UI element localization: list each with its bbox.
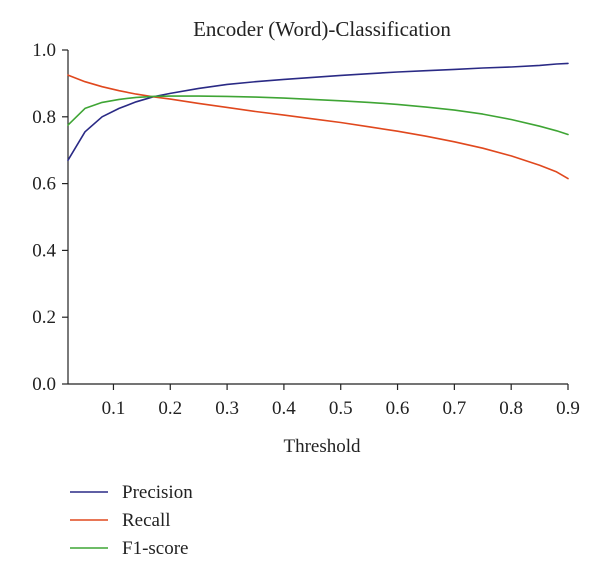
y-tick-label: 0.2 — [32, 307, 56, 328]
y-tick-label: 1.0 — [32, 40, 56, 61]
x-tick-label: 0.9 — [556, 398, 580, 419]
legend-label-precision: Precision — [122, 482, 193, 503]
x-tick-label: 0.3 — [215, 398, 239, 419]
x-tick-label: 0.7 — [442, 398, 466, 419]
x-ticks: 0.1 0.2 0.3 0.4 0.5 0.6 0.7 0.8 0.9 — [102, 384, 580, 419]
legend-label-recall: Recall — [122, 510, 171, 531]
x-tick-label: 0.2 — [158, 398, 182, 419]
plot-series — [67, 62, 569, 180]
chart-title: Encoder (Word)-Classification — [193, 17, 451, 41]
x-tick-label: 0.6 — [386, 398, 410, 419]
x-tick-label: 0.4 — [272, 398, 296, 419]
y-tick-label: 0.4 — [32, 240, 56, 261]
series-line-f1-score — [67, 95, 569, 136]
y-tick-label: 0.8 — [32, 107, 56, 128]
x-tick-label: 0.5 — [329, 398, 353, 419]
series-line-recall — [67, 74, 569, 180]
y-tick-label: 0.6 — [32, 174, 56, 195]
series-line-precision — [67, 62, 569, 161]
x-tick-label: 0.8 — [499, 398, 523, 419]
legend-label-f1-score: F1-score — [122, 538, 188, 559]
x-tick-label: 0.1 — [102, 398, 126, 419]
x-axis-label: Threshold — [283, 436, 361, 457]
legend: Precision Recall F1-score — [70, 482, 193, 559]
y-tick-label: 0.0 — [32, 374, 56, 395]
y-ticks: 0.0 0.2 0.4 0.6 0.8 1.0 — [32, 40, 68, 395]
